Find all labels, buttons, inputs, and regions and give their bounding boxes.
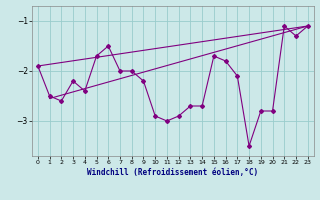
X-axis label: Windchill (Refroidissement éolien,°C): Windchill (Refroidissement éolien,°C) (87, 168, 258, 177)
